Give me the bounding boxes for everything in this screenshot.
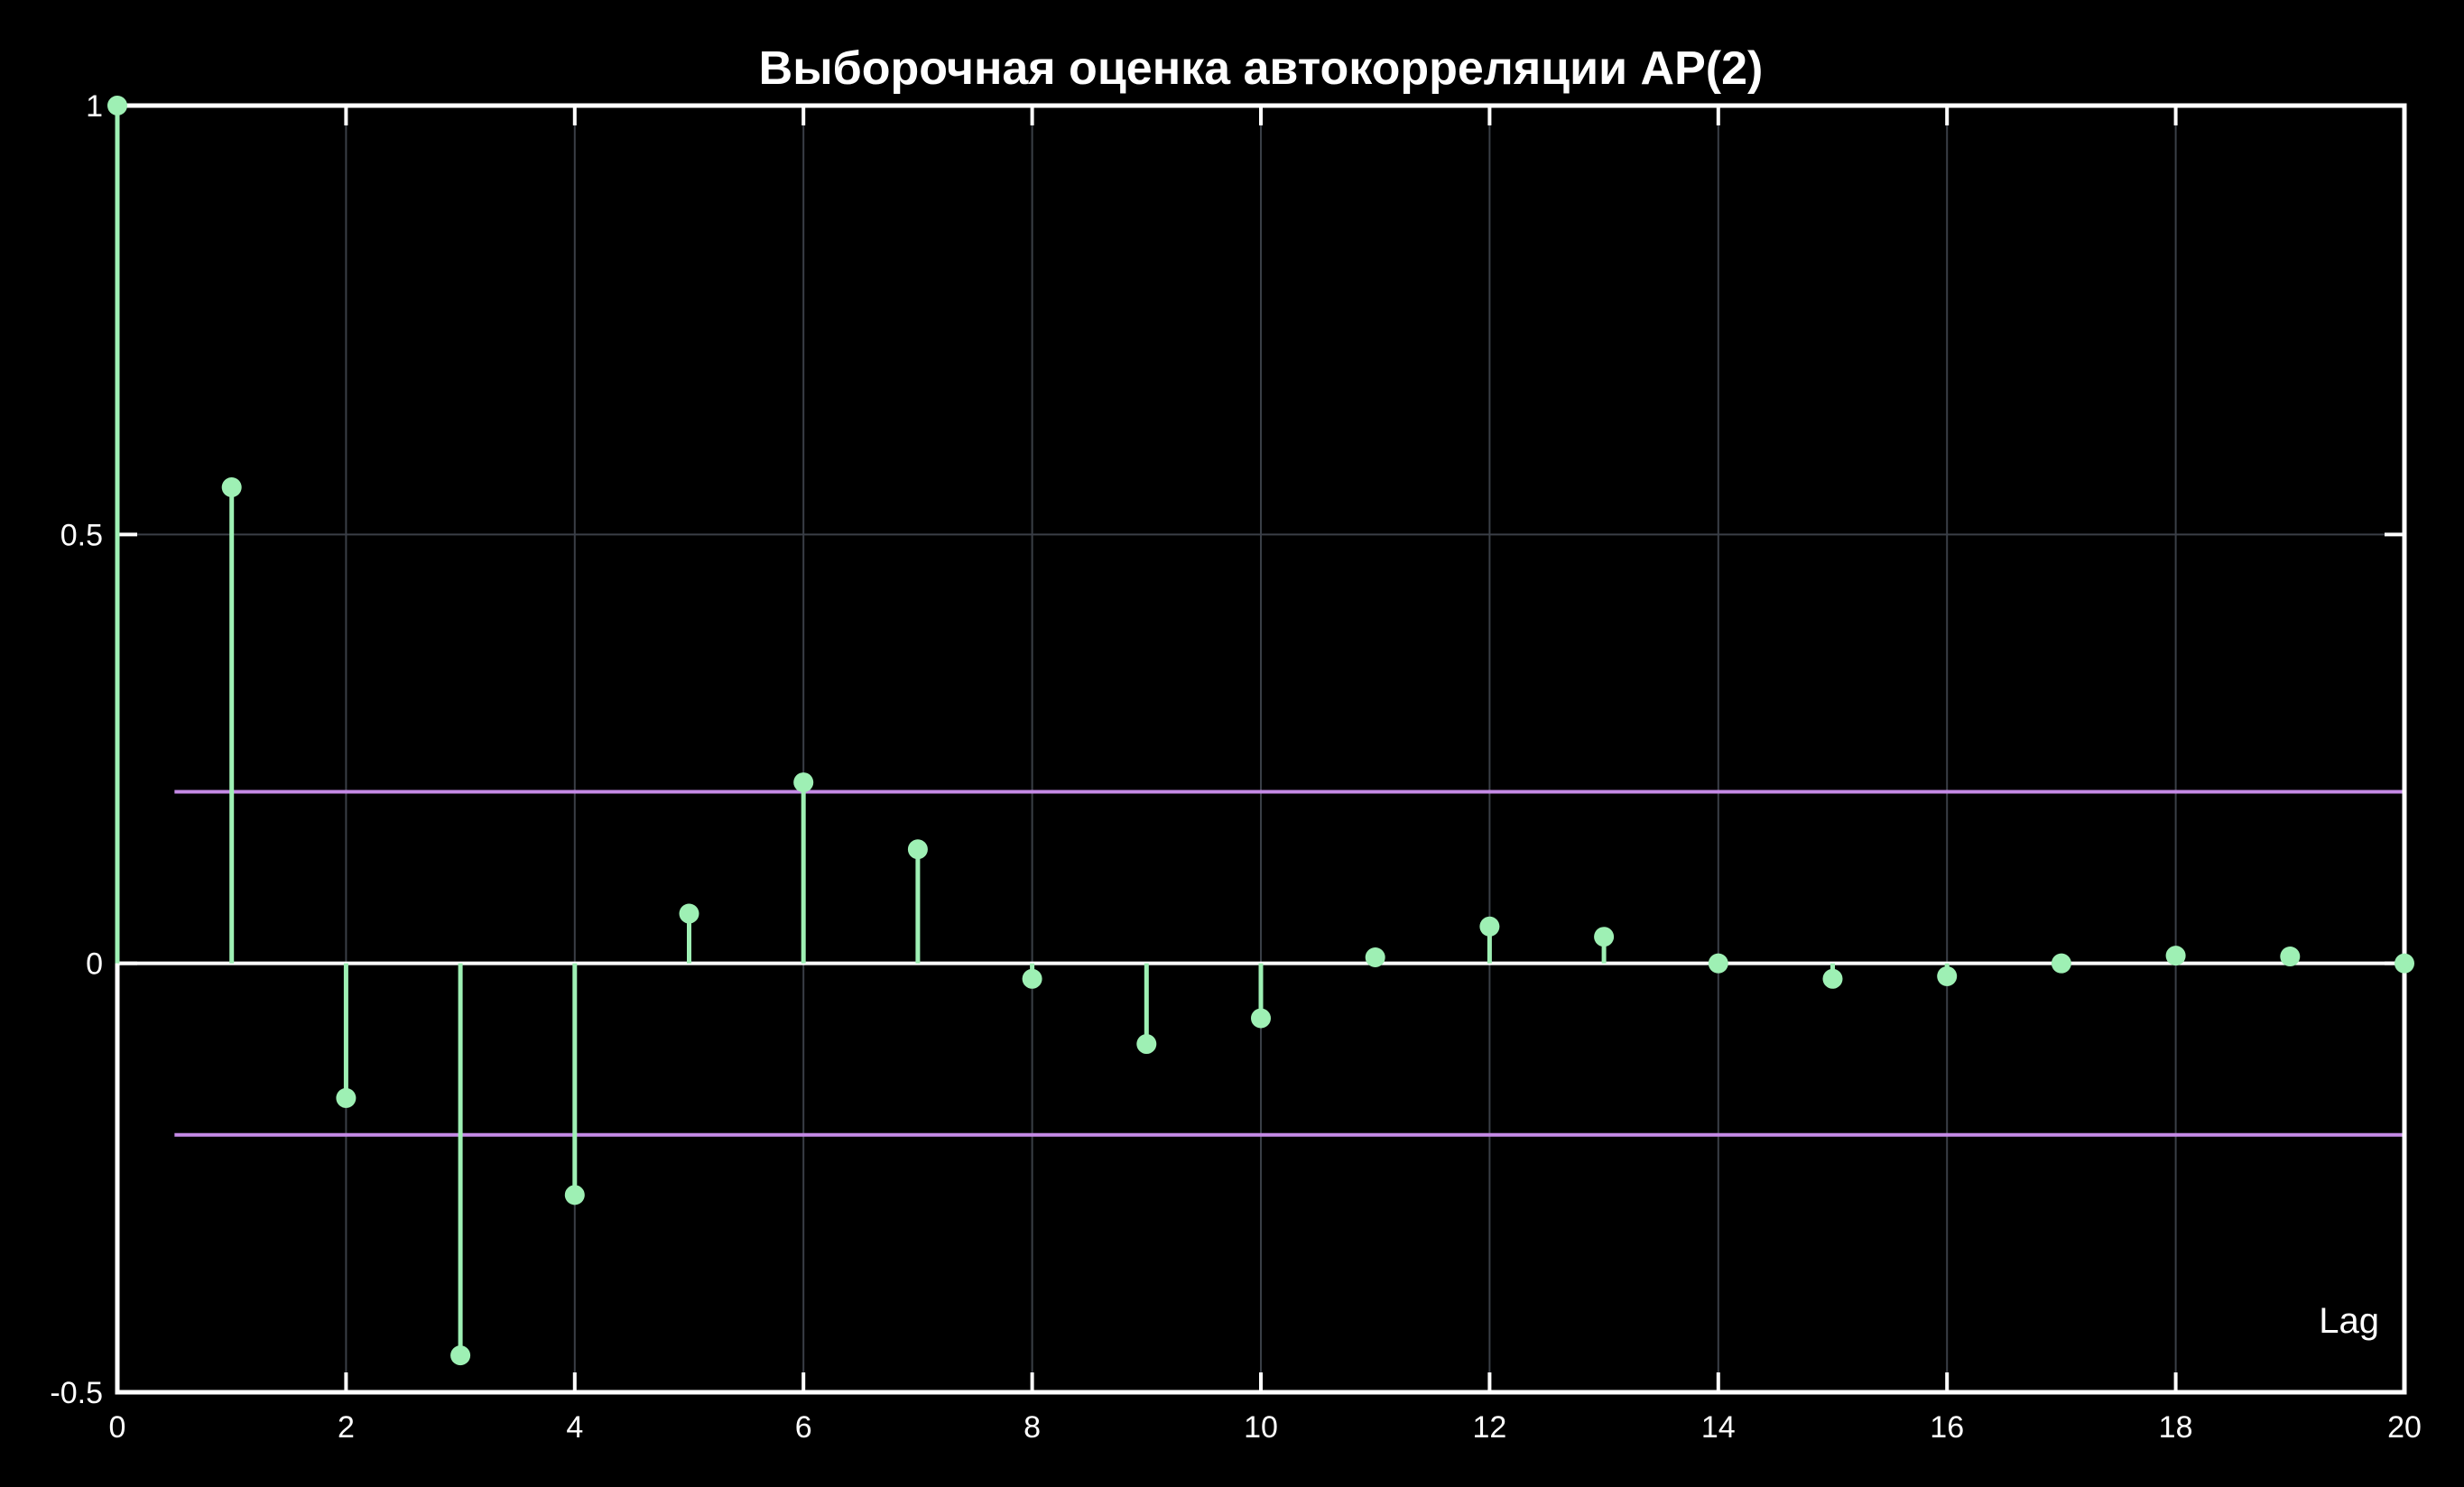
- y-tick-label: 0.5: [60, 518, 103, 552]
- stem-marker: [679, 903, 699, 924]
- x-tick-label: 20: [2387, 1410, 2422, 1445]
- stem-marker: [1022, 968, 1042, 989]
- y-tick-label: 1: [86, 89, 103, 124]
- x-tick-label: 16: [1930, 1410, 1964, 1445]
- x-tick-label: 2: [338, 1410, 355, 1445]
- stem-marker: [221, 477, 242, 498]
- stem-marker: [793, 772, 814, 793]
- stem-marker: [2051, 953, 2071, 974]
- stem-marker: [1251, 1008, 1271, 1029]
- stem-marker: [1594, 927, 1615, 947]
- y-tick-label: -0.5: [50, 1376, 103, 1410]
- stem-marker: [907, 839, 928, 860]
- stem-marker: [107, 96, 127, 115]
- stem-marker: [1937, 965, 1958, 986]
- x-tick-label: 18: [2159, 1410, 2193, 1445]
- x-tick-label: 12: [1472, 1410, 1506, 1445]
- stem-marker: [2280, 947, 2301, 967]
- x-tick-label: 6: [795, 1410, 812, 1445]
- x-tick-label: 8: [1024, 1410, 1041, 1445]
- y-tick-label: 0: [86, 947, 103, 982]
- x-axis-label: Lag: [2319, 1301, 2379, 1341]
- x-tick-label: 14: [1701, 1410, 1736, 1445]
- confidence-bounds: [174, 790, 2404, 1137]
- stem-marker: [1708, 953, 1728, 974]
- stem-marker: [2395, 953, 2414, 974]
- stem-marker: [564, 1185, 585, 1205]
- stem-marker: [336, 1087, 357, 1108]
- stem-marker: [2165, 946, 2186, 966]
- x-tick-label: 10: [1244, 1410, 1278, 1445]
- chart-title: Выборочная оценка автокорреляции АР(2): [759, 42, 1764, 95]
- stem-marker: [1136, 1034, 1157, 1055]
- stem-marker: [450, 1345, 471, 1366]
- stem-marker: [1822, 968, 1843, 989]
- x-tick-label: 0: [109, 1410, 126, 1445]
- stem-marker: [1365, 947, 1385, 968]
- axis-ticks: 0 2 4 6 8 10 12 14 16 18 20-0.500.51: [50, 89, 2422, 1445]
- stem-marker: [1479, 916, 1500, 937]
- stems-layer: [107, 96, 2414, 1366]
- x-tick-label: 4: [566, 1410, 583, 1445]
